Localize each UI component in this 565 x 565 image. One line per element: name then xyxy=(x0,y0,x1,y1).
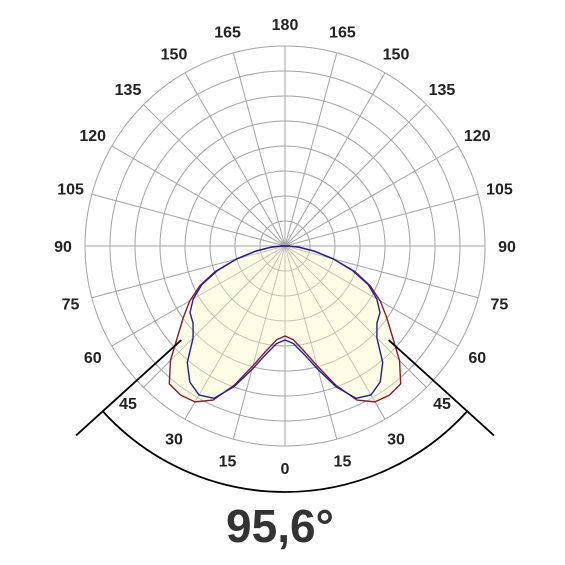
angle-label-right: 165 xyxy=(329,25,356,42)
angle-label-left: 75 xyxy=(62,296,80,313)
grid-spoke-overlay xyxy=(284,245,386,420)
grid-spoke-overlay xyxy=(284,245,479,299)
angle-label-right: 15 xyxy=(334,453,352,470)
grid-spoke-overlay xyxy=(184,72,286,247)
angle-label-left: 165 xyxy=(214,25,241,42)
angle-label-right: 105 xyxy=(486,182,513,199)
grid-spoke-overlay xyxy=(143,104,286,247)
intensity-series-layer xyxy=(84,45,486,447)
grid-spoke-overlay xyxy=(284,245,338,440)
beam-line-right xyxy=(388,339,495,437)
angle-label-right: 120 xyxy=(464,128,491,145)
series-red-curve xyxy=(168,245,402,403)
grid-spoke-overlay xyxy=(232,245,286,440)
grid-spoke-overlay xyxy=(284,52,338,247)
angle-label-left: 30 xyxy=(165,431,183,448)
grid-spoke-overlay xyxy=(284,245,427,388)
grid-spoke-overlay xyxy=(284,193,479,247)
beam-arc xyxy=(102,410,468,493)
angle-label-left: 45 xyxy=(119,396,137,413)
series-blue-curve xyxy=(186,245,384,399)
grid-spoke-overlay xyxy=(91,245,286,299)
angle-label-left: 120 xyxy=(79,128,106,145)
grid-spoke-overlay xyxy=(91,193,286,247)
grid-spoke-overlay xyxy=(111,245,286,347)
angle-label-left: 0 xyxy=(281,461,290,478)
grid-spoke-overlay xyxy=(143,245,286,388)
beam-angle-marker xyxy=(75,339,495,493)
grid-spoke-overlay xyxy=(232,52,286,247)
grid-spoke-overlay xyxy=(111,145,286,247)
angle-label-right: 60 xyxy=(468,350,486,367)
grid-spoke-overlay xyxy=(284,145,459,247)
angle-label-left: 15 xyxy=(219,453,237,470)
grid-spoke-overlay xyxy=(284,104,427,247)
angle-label-left: 60 xyxy=(84,350,102,367)
angle-label-left: 150 xyxy=(161,47,188,64)
angle-label-right: 45 xyxy=(433,396,451,413)
angle-label-right: 90 xyxy=(498,239,516,256)
angle-label-left: 180 xyxy=(272,17,299,34)
angle-label-right: 135 xyxy=(429,82,456,99)
angle-label-right: 30 xyxy=(387,431,405,448)
grid-spoke-overlay xyxy=(284,72,386,247)
grid-spoke-overlay xyxy=(184,245,286,420)
grid-spoke-overlay xyxy=(284,245,459,347)
beam-angle-label: 95,6° xyxy=(226,500,334,552)
angle-labels: 0 15 30 45 60 75 90 105 120 135 150 165 180 15 30 45 60 7… xyxy=(54,17,516,478)
angle-label-left: 105 xyxy=(57,182,84,199)
angle-label-right: 75 xyxy=(491,296,509,313)
angle-label-left: 90 xyxy=(54,239,72,256)
beam-line-left xyxy=(75,339,182,437)
angle-label-right: 150 xyxy=(383,47,410,64)
angle-label-left: 135 xyxy=(115,82,142,99)
